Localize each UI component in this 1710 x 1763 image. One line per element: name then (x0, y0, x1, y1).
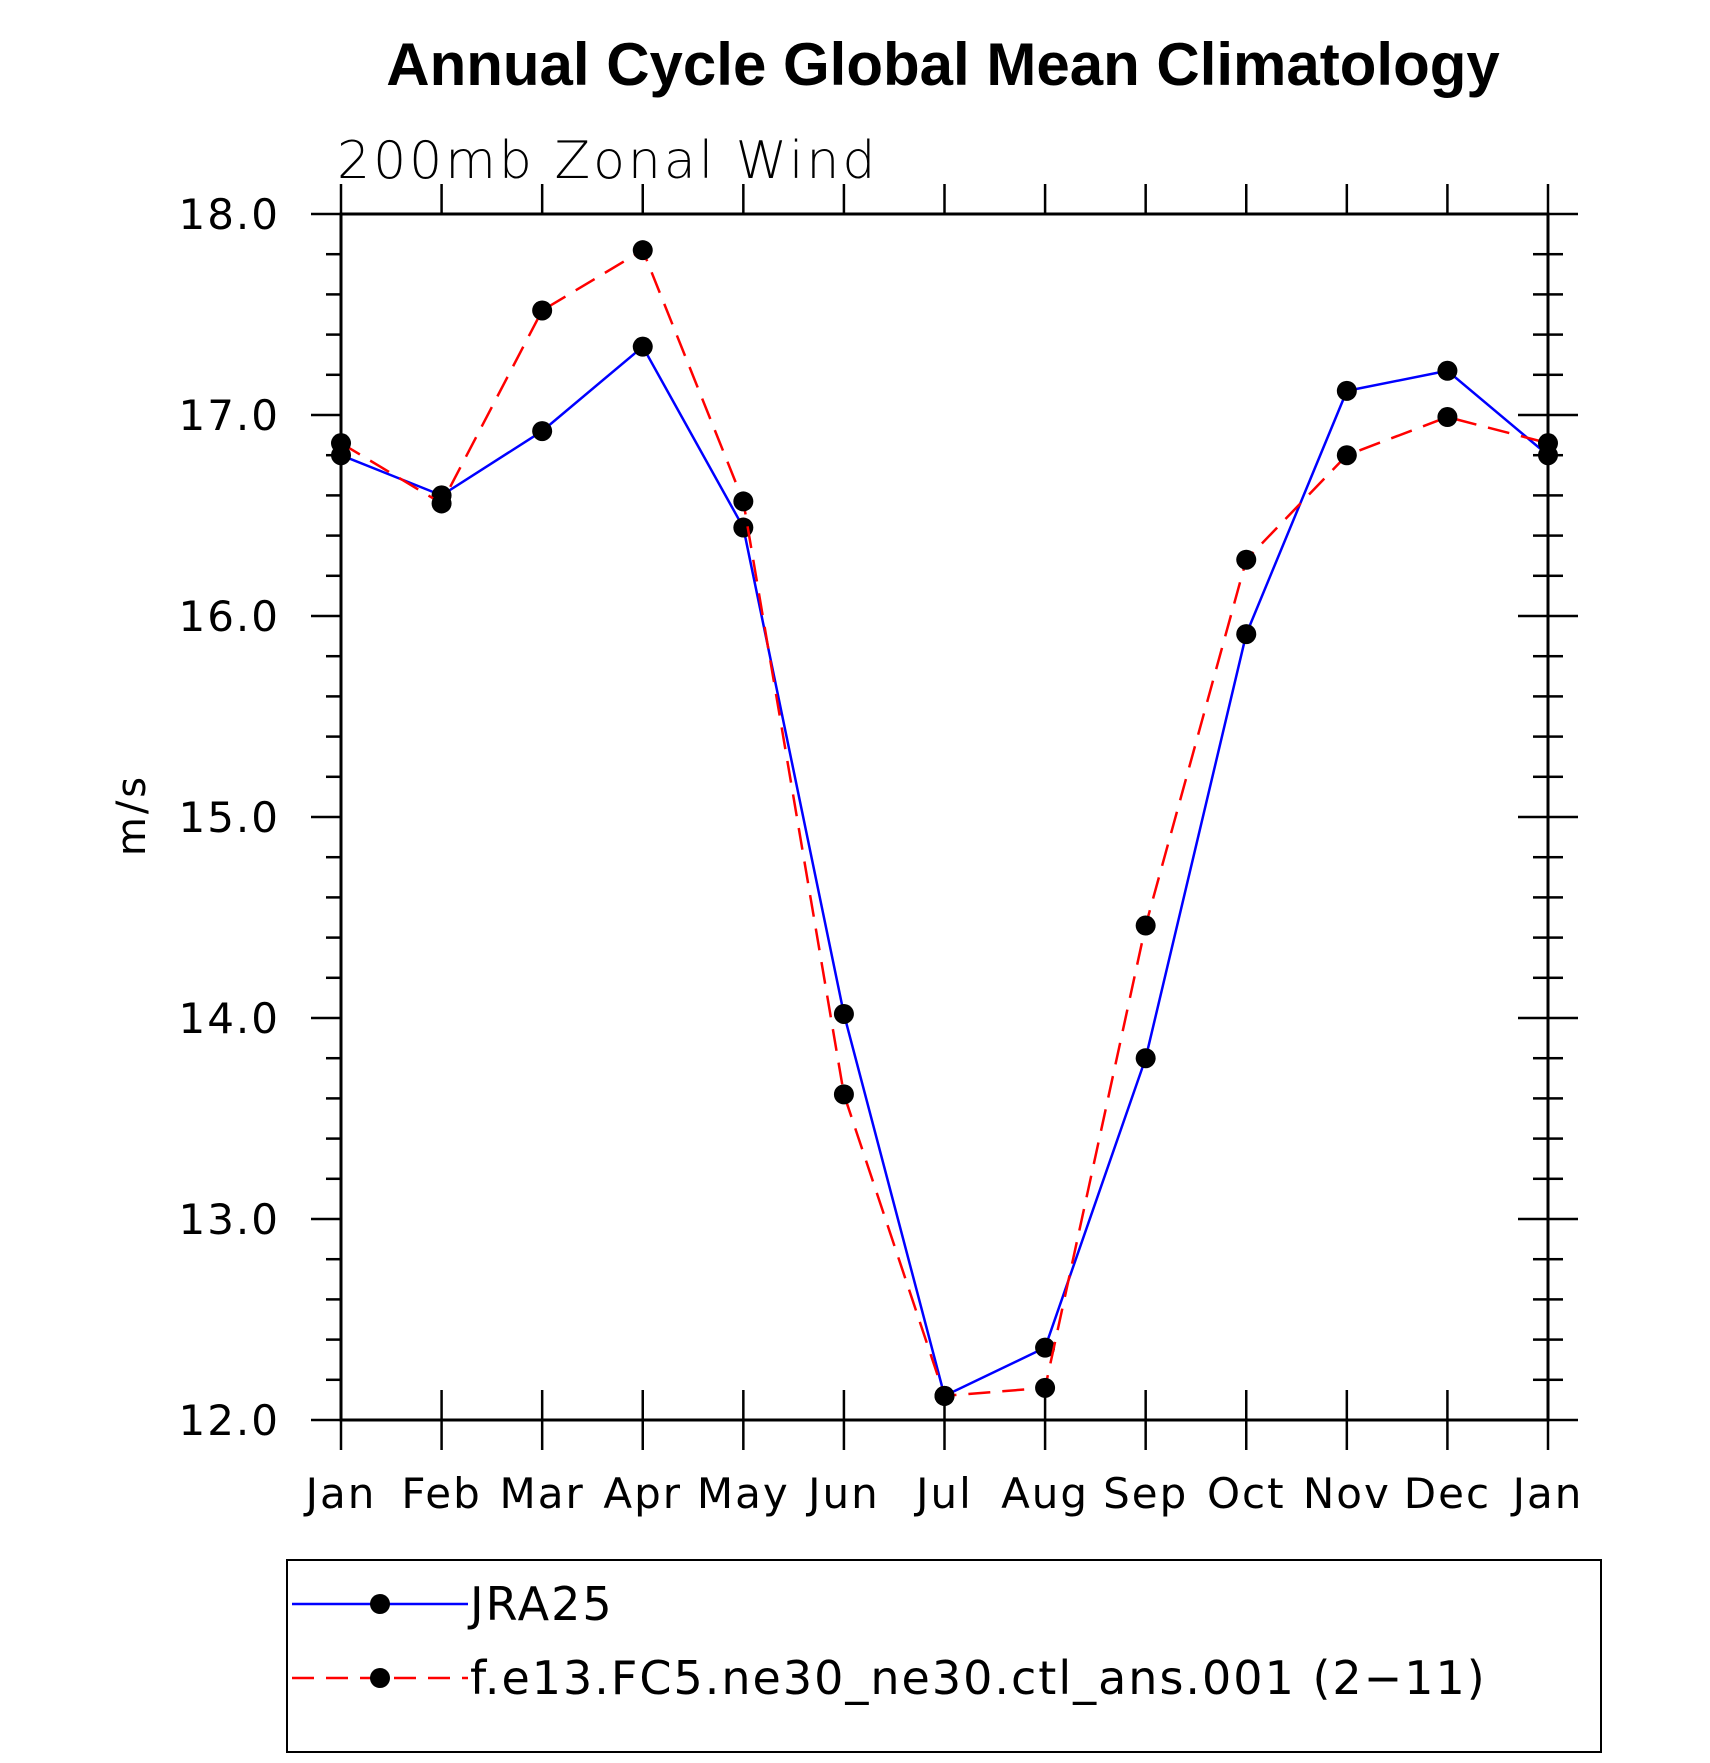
data-point (1035, 1337, 1056, 1358)
y-tick-label: 12.0 (178, 1396, 280, 1445)
data-point (1135, 915, 1156, 936)
data-point (833, 1003, 854, 1024)
data-point (833, 1084, 854, 1105)
y-tick-label: 15.0 (178, 793, 280, 842)
x-tick-label: Jan (303, 1469, 377, 1518)
legend-box (286, 1559, 1602, 1753)
legend-item: f.e13.FC5.ne30_ne30.ctl_ans.001 (2−11) (292, 1651, 1487, 1705)
x-tick-label: Nov (1303, 1469, 1391, 1518)
series-line (340, 344, 1549, 1398)
data-point (632, 336, 653, 357)
x-tick-label: Apr (603, 1469, 682, 1518)
y-tick-label: 18.0 (178, 190, 280, 239)
data-point (532, 421, 553, 442)
data-point (431, 493, 452, 514)
x-tick-label: Sep (1103, 1469, 1188, 1518)
data-point (1538, 433, 1558, 454)
legend-swatch-marker (370, 1594, 390, 1614)
x-tick-label: Jun (805, 1469, 880, 1518)
series-1 (331, 336, 1558, 1406)
data-point (1336, 445, 1357, 466)
legend-item: JRA25 (292, 1577, 614, 1631)
x-tick-label: May (697, 1469, 790, 1518)
data-point (632, 240, 653, 261)
data-point (1035, 1377, 1056, 1398)
y-axis-label: m/s (109, 774, 155, 856)
x-tick-label: Mar (500, 1469, 585, 1518)
data-point (1437, 407, 1458, 428)
series-2 (331, 240, 1558, 1406)
data-point (1437, 360, 1458, 381)
x-tick-label: Feb (401, 1469, 481, 1518)
series-line (340, 248, 1549, 1398)
x-tick-label: Dec (1404, 1469, 1491, 1518)
data-point (532, 300, 553, 321)
legend-swatch-marker (370, 1668, 390, 1688)
data-series (331, 240, 1558, 1406)
y-tick-labels: 12.0 13.0 14.0 15.0 16.0 17.0 18.0 (178, 190, 280, 1445)
y-tick-label: 17.0 (178, 391, 280, 440)
chart-title: Annual Cycle Global Mean Climatology (386, 31, 1500, 98)
legend-label: JRA25 (467, 1577, 614, 1631)
chart-subtitle: 200mb Zonal Wind (337, 131, 878, 191)
plot-frame (339, 212, 1550, 1422)
y-tick-label: 16.0 (178, 592, 280, 641)
x-tick-label: Aug (1001, 1469, 1089, 1518)
data-point (1236, 549, 1257, 570)
data-point (1135, 1048, 1156, 1069)
data-point (934, 1385, 955, 1406)
x-tick-label: Jan (1510, 1469, 1584, 1518)
legend-label: f.e13.FC5.ne30_ne30.ctl_ans.001 (2−11) (470, 1651, 1487, 1705)
x-tick-labels: Jan Feb Mar Apr May Jun Jul Aug Sep Oct Nov Dec Jan (303, 1469, 1584, 1518)
data-point (1336, 380, 1357, 401)
data-point (1236, 624, 1257, 645)
y-tick-label: 14.0 (178, 994, 280, 1043)
x-tick-label: Jul (913, 1469, 973, 1518)
data-point (331, 433, 351, 454)
legend: JRA25 f.e13.FC5.ne30_ne30.ctl_ans.001 (2−… (286, 1559, 1602, 1753)
y-tick-label: 13.0 (178, 1195, 280, 1244)
data-point (733, 491, 754, 512)
axis-ticks (311, 184, 1578, 1450)
x-tick-label: Oct (1207, 1469, 1286, 1518)
data-point (733, 517, 754, 538)
